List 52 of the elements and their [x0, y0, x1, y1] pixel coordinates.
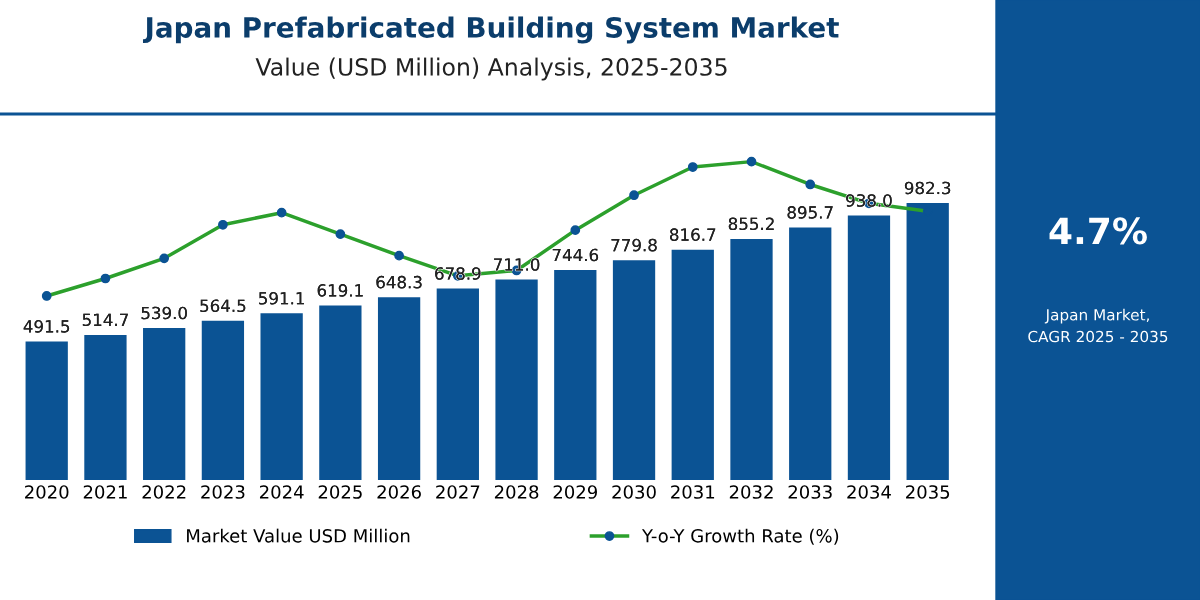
bar — [789, 227, 832, 480]
data-label: 564.5 — [200, 299, 246, 313]
x-tick-label: 2031 — [671, 485, 715, 499]
bar — [260, 313, 303, 480]
x-tick-label: 2032 — [729, 485, 773, 499]
bar — [612, 260, 656, 480]
x-tick-label: 2033 — [788, 485, 832, 499]
text: 4.7% — [1049, 217, 1147, 245]
bar — [25, 341, 68, 480]
bar — [377, 297, 421, 480]
x-tick-label: 2020 — [25, 485, 69, 499]
bar — [495, 279, 538, 480]
x-tick-label: 2028 — [494, 485, 539, 499]
x-tick-label: 2034 — [847, 485, 891, 499]
bar — [554, 270, 597, 480]
data-label: 855.2 — [728, 217, 774, 231]
chart-title: Japan Prefabricated Building System Market — [142, 16, 839, 44]
bar — [730, 238, 773, 480]
data-label: 982.3 — [904, 181, 951, 195]
x-tick-label: 2025 — [318, 485, 362, 499]
bar — [143, 328, 186, 480]
legend-label: Y-o-Y Growth Rate (%) — [641, 528, 839, 545]
bar — [906, 203, 949, 480]
data-label: 591.1 — [259, 291, 304, 305]
x-tick-label: 2026 — [377, 485, 421, 499]
data-label: 491.5 — [23, 320, 70, 333]
x-tick-label: 2027 — [436, 485, 480, 499]
data-label: 619.1 — [317, 284, 363, 297]
bar — [436, 288, 479, 480]
x-tick-label: 2029 — [553, 485, 597, 499]
x-tick-label: 2030 — [612, 485, 656, 499]
x-tick-label: 2021 — [83, 485, 127, 499]
bar — [84, 334, 127, 480]
data-label: 648.3 — [376, 275, 422, 289]
data-label: 744.6 — [552, 248, 599, 262]
bar — [847, 215, 891, 480]
data-label: 816.7 — [670, 228, 716, 241]
legend-label: Market Value USD Million — [187, 528, 410, 543]
data-label: 514.7 — [82, 313, 128, 327]
bar — [201, 320, 245, 480]
data-label: 678.9 — [435, 267, 481, 280]
data-label: 895.7 — [787, 206, 833, 219]
x-tick-label: 2023 — [201, 485, 245, 499]
text: Japan Market, CAGR 2025 - 2035 — [1028, 308, 1168, 343]
bar — [319, 305, 362, 480]
data-label: 539.0 — [141, 306, 187, 320]
x-tick-label: 2024 — [259, 485, 304, 499]
chart-subtitle: Value (USD Million) Analysis, 2025-2035 — [255, 57, 727, 81]
bar — [671, 249, 714, 480]
x-tick-label: 2022 — [142, 485, 186, 499]
data-label: 779.8 — [611, 238, 657, 252]
x-tick-label: 2035 — [906, 485, 950, 499]
